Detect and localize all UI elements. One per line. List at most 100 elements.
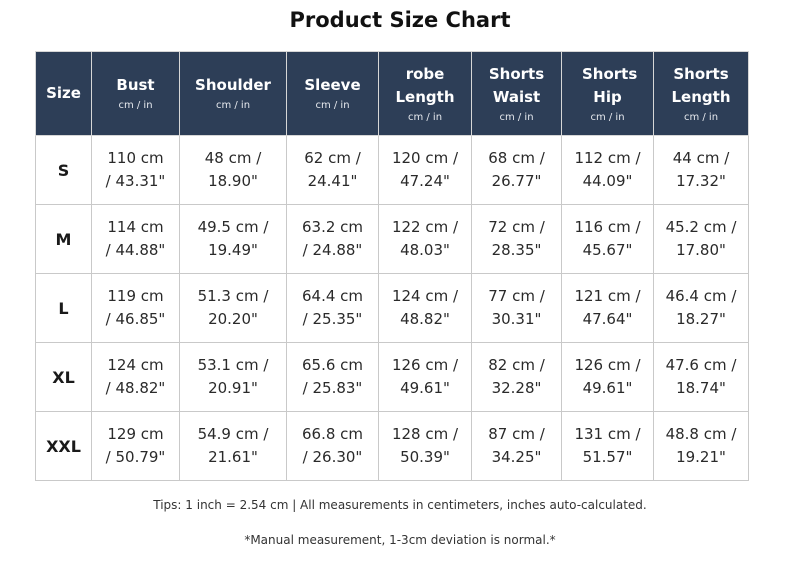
measurement-line-1: 131 cm /	[574, 425, 641, 443]
measurement-line-1: 129 cm	[107, 425, 164, 443]
size-cell: L	[35, 273, 92, 343]
measurement-value: 126 cm / 49.61"	[392, 354, 458, 400]
measurement-line-2: 28.35"	[491, 241, 542, 259]
table-row: L 119 cm / 46.85" 51.3 cm / 20.20" 64.4 cm / 2…	[35, 273, 749, 343]
measurement-value: 63.2 cm / 24.88"	[302, 216, 363, 262]
measurement-line-1: 44 cm /	[672, 149, 730, 167]
measurement-value: 48.8 cm / 19.21"	[666, 423, 737, 469]
measurement-value: 110 cm / 43.31"	[106, 147, 166, 193]
measurement-value: 87 cm / 34.25"	[488, 423, 545, 469]
measurement-line-1: 116 cm /	[574, 218, 641, 236]
measurement-line-2: 50.39"	[400, 448, 450, 466]
measurement-line-2: 47.64"	[582, 310, 633, 328]
measurement-cell: 128 cm / 50.39"	[378, 411, 472, 481]
measurement-value: 120 cm / 47.24"	[392, 147, 458, 193]
measurement-line-2: 18.90"	[208, 172, 258, 190]
measurement-note: *Manual measurement, 1-3cm deviation is …	[244, 533, 556, 547]
measurement-cell: 77 cm / 30.31"	[471, 273, 562, 343]
measurement-line-2: 47.24"	[400, 172, 450, 190]
measurement-value: 121 cm / 47.64"	[574, 285, 640, 331]
measurement-value: 114 cm / 44.88"	[106, 216, 166, 262]
measurement-line-2: / 25.35"	[302, 310, 363, 328]
measurement-line-2: 30.31"	[491, 310, 542, 328]
measurement-line-2: 19.21"	[676, 448, 726, 466]
measurement-value: 82 cm / 32.28"	[488, 354, 545, 400]
measurement-cell: 126 cm / 49.61"	[378, 342, 472, 412]
measurement-line-2: 49.61"	[400, 379, 450, 397]
measurement-line-2: 17.32"	[676, 172, 726, 190]
measurement-value: 124 cm / 48.82"	[106, 354, 166, 400]
measurement-line-2: / 25.83"	[302, 379, 363, 397]
measurement-line-2: 48.03"	[400, 241, 450, 259]
measurement-line-2: 34.25"	[491, 448, 542, 466]
measurement-line-1: 51.3 cm /	[197, 287, 269, 305]
measurement-cell: 131 cm / 51.57"	[561, 411, 654, 481]
measurement-line-1: 124 cm	[107, 356, 164, 374]
measurement-value: 45.2 cm / 17.80"	[666, 216, 737, 262]
measurement-line-1: 82 cm /	[488, 356, 545, 374]
header-size: Size	[35, 51, 92, 136]
measurement-cell: 126 cm / 49.61"	[561, 342, 654, 412]
header-shorts-waist: Shorts Waist cm / in	[471, 51, 562, 136]
header-label: Size	[46, 84, 81, 102]
tips-text: Tips: 1 inch = 2.54 cm | All measurement…	[153, 498, 647, 512]
measurement-line-2: 18.74"	[676, 379, 726, 397]
measurement-value: 51.3 cm / 20.20"	[198, 285, 269, 331]
size-chart-table: Size Bust cm / in Shoulder cm / in Sleev…	[35, 51, 749, 481]
measurement-cell: 64.4 cm / 25.35"	[286, 273, 379, 343]
measurement-cell: 122 cm / 48.03"	[378, 204, 472, 274]
measurement-value: 62 cm / 24.41"	[304, 147, 361, 193]
header-row: Size Bust cm / in Shoulder cm / in Sleev…	[35, 51, 749, 136]
measurement-value: 129 cm / 50.79"	[106, 423, 166, 469]
measurement-value: 112 cm / 44.09"	[574, 147, 640, 193]
measurement-line-2: 32.28"	[491, 379, 542, 397]
header-unit: cm / in	[315, 100, 350, 111]
measurement-value: 48 cm / 18.90"	[205, 147, 262, 193]
measurement-line-1: 87 cm /	[488, 425, 545, 443]
measurement-cell: 116 cm / 45.67"	[561, 204, 654, 274]
measurement-line-2: / 24.88"	[302, 241, 363, 259]
header-label: Shorts Hip	[582, 64, 638, 106]
measurement-line-2: 19.49"	[208, 241, 258, 259]
measurement-line-2: / 50.79"	[105, 448, 166, 466]
measurement-cell: 121 cm / 47.64"	[561, 273, 654, 343]
header-bust: Bust cm / in	[91, 51, 180, 136]
measurement-value: 66.8 cm / 26.30"	[302, 423, 363, 469]
measurement-line-1: 126 cm /	[574, 356, 641, 374]
size-cell: XL	[35, 342, 92, 412]
measurement-cell: 124 cm / 48.82"	[91, 342, 180, 412]
measurement-cell: 65.6 cm / 25.83"	[286, 342, 379, 412]
measurement-line-2: 20.20"	[208, 310, 258, 328]
measurement-cell: 129 cm / 50.79"	[91, 411, 180, 481]
measurement-value: 54.9 cm / 21.61"	[198, 423, 269, 469]
measurement-cell: 63.2 cm / 24.88"	[286, 204, 379, 274]
measurement-line-2: 24.41"	[307, 172, 358, 190]
measurement-line-1: 54.9 cm /	[197, 425, 269, 443]
measurement-cell: 120 cm / 47.24"	[378, 135, 472, 205]
measurement-line-2: 44.09"	[582, 172, 633, 190]
measurement-cell: 66.8 cm / 26.30"	[286, 411, 379, 481]
measurement-cell: 48 cm / 18.90"	[179, 135, 287, 205]
header-label: Shorts Waist	[488, 64, 545, 106]
measurement-line-1: 128 cm /	[391, 425, 459, 443]
measurement-value: 53.1 cm / 20.91"	[198, 354, 269, 400]
measurement-cell: 119 cm / 46.85"	[91, 273, 180, 343]
measurement-value: 124 cm / 48.82"	[392, 285, 458, 331]
measurement-line-1: 110 cm	[107, 149, 164, 167]
measurement-value: 119 cm / 46.85"	[106, 285, 166, 331]
header-label: Bust	[116, 76, 155, 94]
measurement-cell: 51.3 cm / 20.20"	[179, 273, 287, 343]
measurement-line-1: 47.6 cm /	[665, 356, 737, 374]
measurement-cell: 114 cm / 44.88"	[91, 204, 180, 274]
measurement-line-1: 63.2 cm	[301, 218, 364, 236]
header-unit: cm / in	[407, 111, 443, 123]
measurement-value: 122 cm / 48.03"	[392, 216, 458, 262]
measurement-line-2: 51.57"	[582, 448, 633, 466]
measurement-line-1: 68 cm /	[488, 149, 545, 167]
measurement-value: 65.6 cm / 25.83"	[302, 354, 363, 400]
measurement-line-2: 48.82"	[400, 310, 450, 328]
measurement-line-2: 20.91"	[208, 379, 258, 397]
measurement-line-2: 26.77"	[491, 172, 542, 190]
measurement-cell: 49.5 cm / 19.49"	[179, 204, 287, 274]
measurement-line-1: 77 cm /	[488, 287, 545, 305]
